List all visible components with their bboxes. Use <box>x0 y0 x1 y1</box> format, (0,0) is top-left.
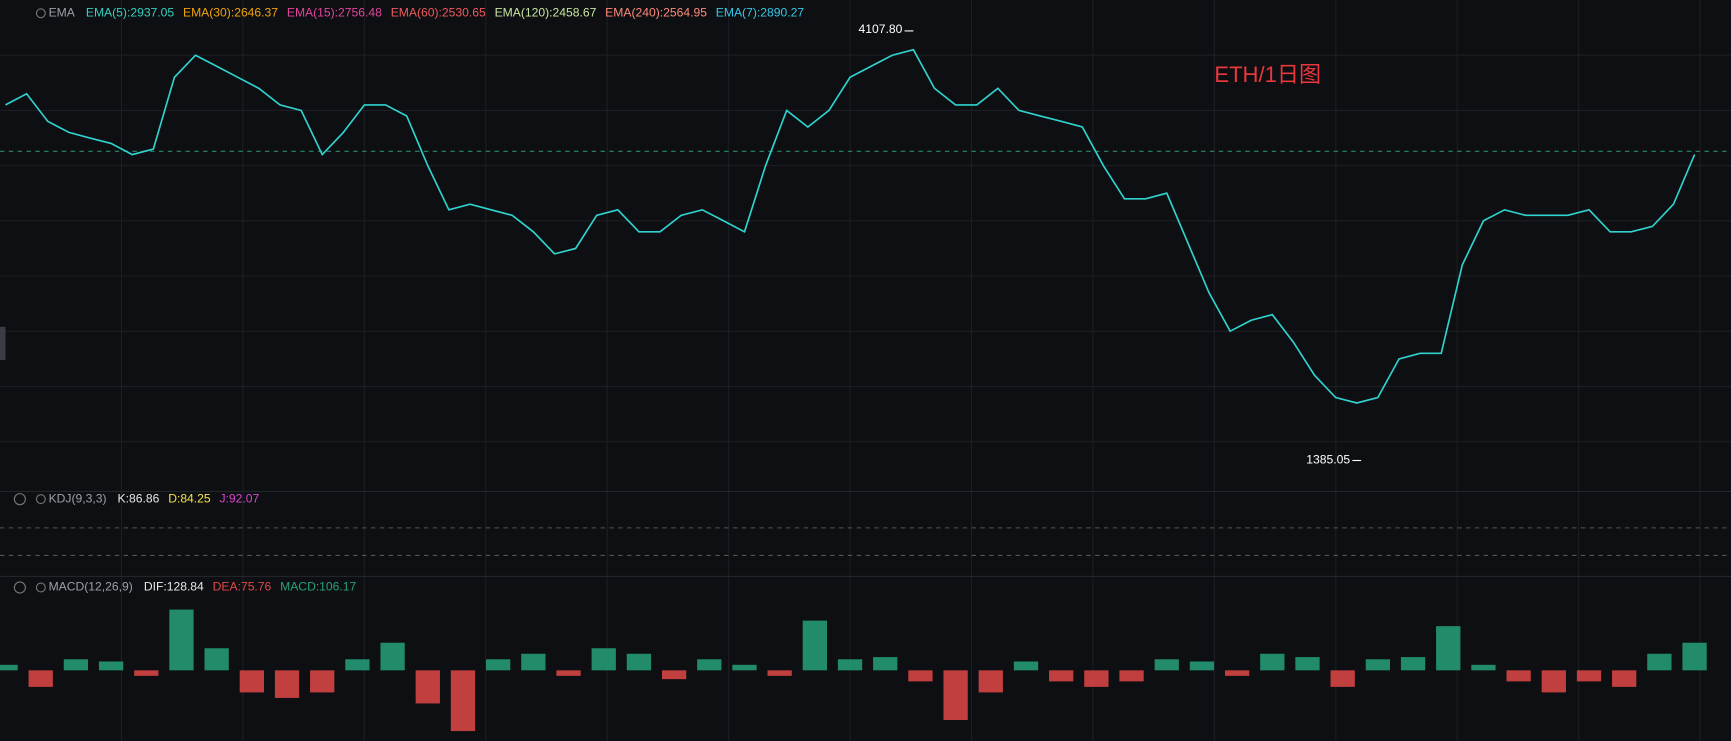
macd-bar <box>204 648 229 671</box>
macd-bar <box>1576 670 1602 682</box>
macd-bar <box>556 670 581 676</box>
low-label: 1385.05 <box>1306 453 1350 467</box>
macd-bar <box>802 620 827 671</box>
price-line <box>5 48 1696 404</box>
indicator-value: DEA:75.76 <box>213 580 272 594</box>
macd-bar <box>380 642 405 671</box>
indicator-value: EMA(30):2646.37 <box>183 5 278 19</box>
macd-bar <box>345 659 370 671</box>
macd-bar <box>1154 659 1179 671</box>
bell-icon[interactable] <box>35 582 46 593</box>
macd-bar <box>1084 670 1109 687</box>
indicator-value: EMA(240):2564.95 <box>605 5 707 19</box>
indicator-name: EMA <box>49 5 76 19</box>
side-handle[interactable] <box>0 326 6 361</box>
macd-bar <box>134 670 159 676</box>
macd-bar <box>661 670 687 680</box>
macd-bar <box>169 609 194 671</box>
macd-bar <box>1119 670 1144 682</box>
indicator-value: EMA(5):2937.05 <box>86 5 175 19</box>
indicator-value: MACD:106.17 <box>280 580 356 594</box>
indicator-value: K:86.86 <box>118 491 160 505</box>
macd-bar <box>415 670 440 704</box>
macd-bar <box>908 670 933 682</box>
indicator-value: J:92.07 <box>219 491 259 505</box>
macd-bar <box>978 670 1003 693</box>
indicator-name: MACD(12,26,9) <box>49 580 133 594</box>
macd-bar <box>1295 657 1320 671</box>
macd-bar <box>1330 670 1355 687</box>
macd-bar <box>1400 657 1426 671</box>
macd-bar <box>0 664 18 671</box>
indicator-value: D:84.25 <box>168 491 211 505</box>
macd-bar <box>1612 670 1637 687</box>
macd-bar <box>1049 670 1074 682</box>
macd-bar <box>1365 659 1391 671</box>
macd-bar <box>521 653 546 671</box>
macd-bar <box>486 659 511 671</box>
macd-bar <box>591 648 616 671</box>
macd-bar <box>697 659 722 671</box>
macd-bar <box>1682 642 1707 671</box>
indicator-name: KDJ(9,3,3) <box>49 491 107 505</box>
bell-icon[interactable] <box>35 494 46 505</box>
indicator-value: EMA(15):2756.48 <box>287 5 382 19</box>
macd-bar <box>1647 653 1672 671</box>
macd-bar <box>1224 670 1250 676</box>
macd-bar <box>1260 653 1285 671</box>
macd-bar <box>1013 661 1039 671</box>
macd-bar <box>943 670 968 721</box>
collapse-icon[interactable] <box>13 581 26 594</box>
macd-bar <box>626 653 652 671</box>
macd-bar <box>98 661 124 671</box>
macd-bar <box>274 670 300 698</box>
macd-bar <box>1506 670 1531 682</box>
macd-bar <box>732 664 757 671</box>
indicator-value: EMA(60):2530.65 <box>391 5 486 19</box>
macd-bar <box>28 670 53 687</box>
indicator-value: DIF:128.84 <box>144 580 204 594</box>
macd-bar <box>310 670 335 693</box>
macd-bar <box>1189 661 1215 671</box>
chart-title: ETH/1日图 <box>1214 62 1321 87</box>
macd-bar <box>837 659 863 671</box>
indicator-value: EMA(7):2890.27 <box>716 5 805 19</box>
macd-bar <box>63 659 89 671</box>
macd-bar <box>239 670 264 693</box>
macd-bar <box>1436 626 1461 671</box>
macd-bar <box>1541 670 1566 693</box>
high-label: 4107.80 <box>859 22 903 36</box>
macd-bar <box>873 657 898 671</box>
macd-bar <box>1471 664 1496 671</box>
macd-bar <box>450 670 476 732</box>
collapse-icon[interactable] <box>13 493 26 506</box>
indicator-value: EMA(120):2458.67 <box>495 5 597 19</box>
macd-bar <box>767 670 792 676</box>
bell-icon[interactable] <box>35 8 46 19</box>
